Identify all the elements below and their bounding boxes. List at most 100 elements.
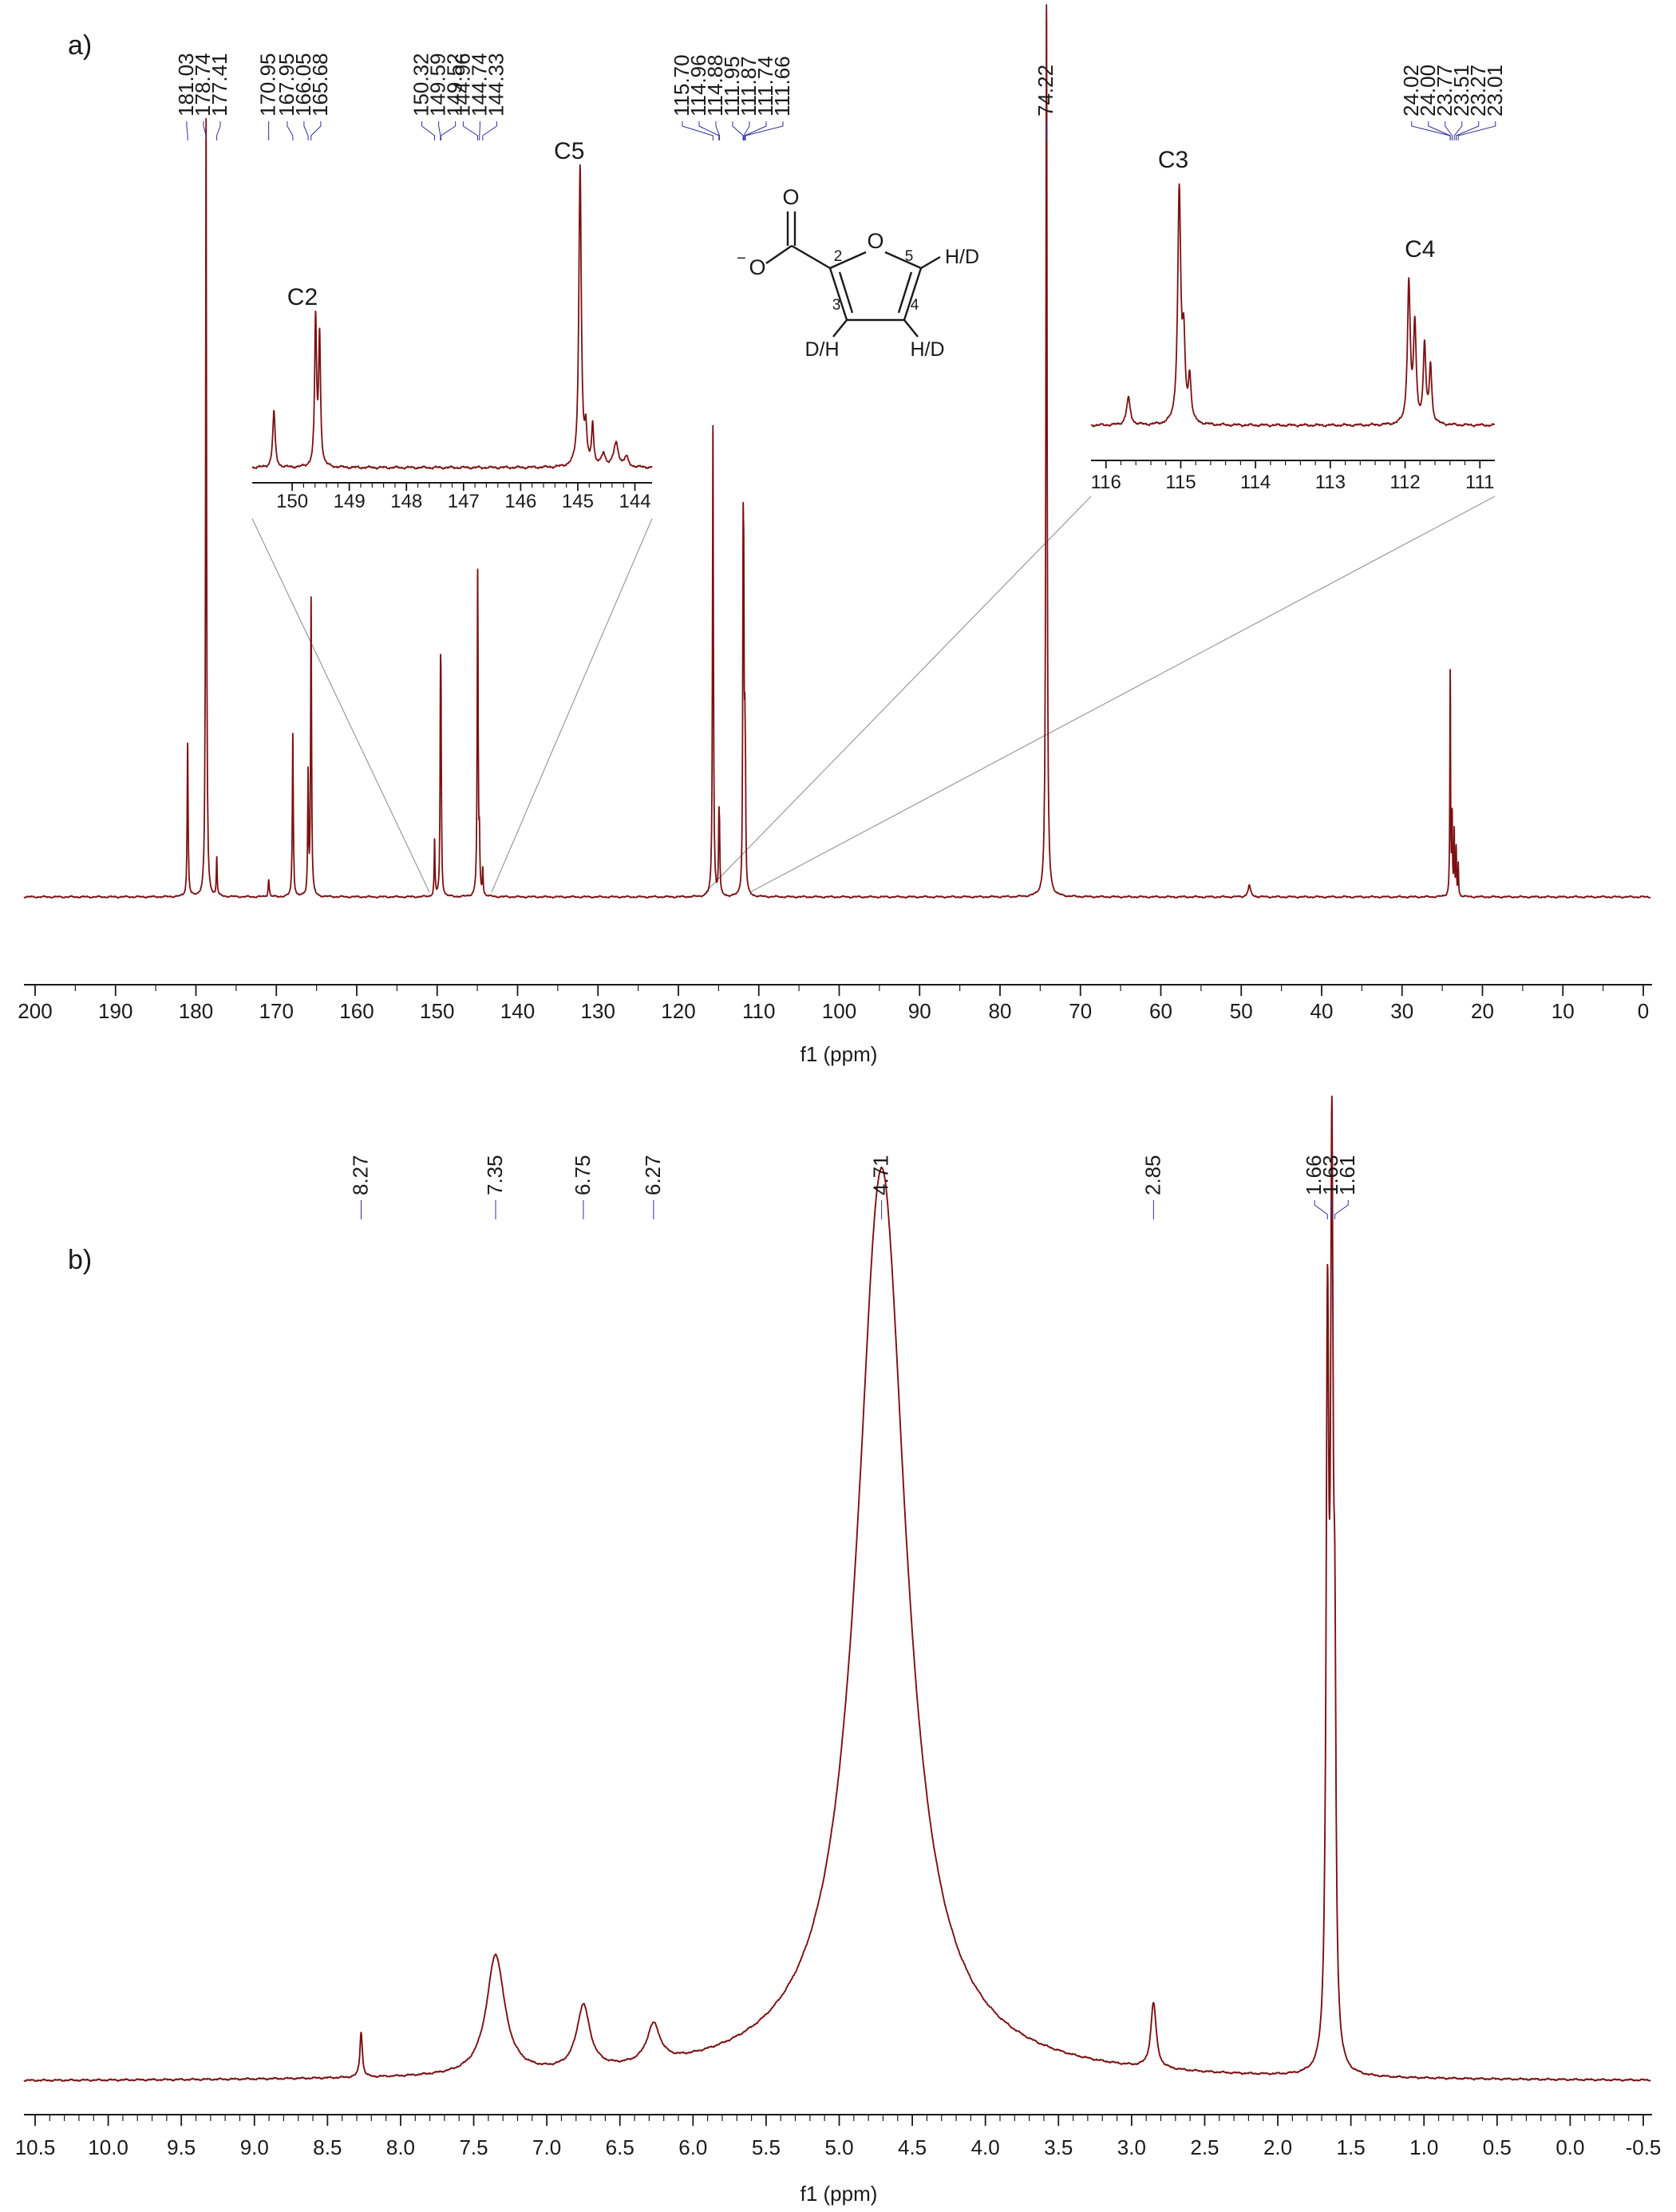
carbon-peak-label-value: 177.41: [208, 53, 231, 117]
carbon-peak-label-leader: [441, 121, 457, 140]
proton-peak-label-value: 7.35: [483, 1155, 507, 1195]
proton-spectrum-panel: 10.5 10.0 9.5 9.0 8.5 8.0 7.5 7.0 6.5 6.0 5.5 5.0 4.…: [15, 1095, 1661, 2159]
carbon-peak-label-value: 23.51: [1449, 65, 1473, 117]
inset-axis-tick-label: 113: [1315, 472, 1346, 493]
carbon-trace: [23, 4, 1651, 899]
bond-carboxylate-o: [765, 245, 793, 264]
position-4-label: 4: [911, 297, 919, 314]
proton-axis-tick-label: 4.0: [971, 2135, 1000, 2159]
inset-axis-tick-label: 146: [504, 491, 536, 512]
inset-connector-line: [749, 496, 1496, 893]
carbon-peak-label-value: 111.66: [770, 56, 794, 117]
carbon-peak-label-value: 181.03: [174, 53, 198, 117]
carbon-peak-label-value: 74.22: [1034, 65, 1057, 117]
carbon-peak-label-value: 167.95: [275, 53, 298, 117]
carbon-assignment-label: C2: [287, 284, 318, 310]
carbon-peak-label-leader: [438, 121, 441, 140]
carbon-peak-label-value: 114.88: [703, 54, 727, 117]
carbon-peak-label-value: 150.32: [409, 53, 433, 117]
proton-axis-tick-label: 1.0: [1409, 2135, 1438, 2159]
carbon-peak-label-leader: [1428, 121, 1451, 140]
proton-peak-label-value: 1.63: [1318, 1155, 1342, 1195]
molecule-structure: O O O − 2 5 3 4 H/D D/H H/D: [737, 185, 979, 361]
proton-peak-label-leader: [1314, 1200, 1328, 1219]
carbon-axis-tick-label: 0: [1638, 999, 1649, 1023]
inset-axis-tick-label: 147: [448, 491, 480, 512]
proton-axis-tick-label: 0.0: [1555, 2135, 1584, 2159]
proton-peak-label-value: 6.75: [571, 1155, 595, 1195]
carbon-peak-label-leader: [1456, 121, 1480, 140]
carbon-assignment-label: C3: [1158, 147, 1188, 173]
carbonyl-oxygen-label: O: [782, 185, 799, 209]
proton-peak-label-value: 1.61: [1335, 1155, 1359, 1195]
carbon-axis-tick-label: 110: [742, 999, 775, 1023]
inset-connector-line: [705, 496, 1092, 893]
proton-axis-tick-label: 6.5: [606, 2135, 634, 2159]
carbon-axis-tick-label: 200: [18, 999, 52, 1023]
carbon-axis-tick-label: 10: [1551, 999, 1575, 1023]
proton-axis-tick-label: 5.0: [824, 2135, 853, 2159]
carbon-peak-label-value: 115.70: [670, 54, 694, 117]
carbon-peak-label-value: 23.01: [1483, 65, 1507, 117]
carbon-peak-label-leader: [745, 121, 784, 140]
proton-axis-tick-label: 7.0: [532, 2135, 561, 2159]
carbon-peak-label-value: 144.33: [484, 53, 508, 117]
bond-o-c2: [829, 251, 867, 270]
carbon-peak-label-value: 23.77: [1433, 65, 1457, 117]
carbon-peak-label-leader: [682, 121, 713, 140]
carbon-peak-label-value: 178.74: [191, 53, 215, 117]
carbon-axis-tick-label: 20: [1471, 999, 1494, 1023]
bond-c4-c5-double: [897, 271, 913, 314]
carbon-peak-label-value: 111.87: [737, 56, 761, 117]
carbon-peak-label-value: 149.59: [426, 53, 450, 117]
inset-trace: [251, 164, 653, 470]
inset-axis-tick-label: 112: [1389, 472, 1420, 493]
bond-c4-h: [903, 319, 919, 338]
carbon-axis-tick-label: 80: [989, 999, 1012, 1023]
proton-axis-tick-label: 7.5: [459, 2135, 488, 2159]
carbon-peak-label-leader: [482, 121, 497, 140]
carbon-peak-label-leader: [715, 121, 721, 140]
proton-axis-tick-label: 10.0: [88, 2135, 128, 2159]
carbon-peak-label-value: 144.74: [467, 53, 491, 117]
position-3-label: 3: [832, 297, 841, 314]
carbon-peak-label-leader: [1453, 121, 1463, 140]
h3-label: D/H: [804, 338, 839, 361]
bond-c2-c3-double: [838, 271, 854, 314]
panel-a-label: a): [68, 30, 92, 61]
carbon-peak-label-leader: [1457, 121, 1496, 140]
inset-trace: [1090, 183, 1495, 428]
proton-axis-tick-label: 3.0: [1117, 2135, 1146, 2159]
carboxylate-oxygen-label: O: [749, 255, 765, 279]
carbon-axis-tick-label: 100: [822, 999, 856, 1023]
bond-c5-h: [920, 255, 941, 270]
carbon-peak-label-leader: [310, 121, 322, 140]
carbon-peak-label-value: 23.27: [1466, 65, 1490, 117]
carbon-peak-label-value: 24.02: [1399, 65, 1423, 117]
inset-axis-tick-label: 148: [390, 491, 422, 512]
proton-axis-tick-label: 3.5: [1044, 2135, 1073, 2159]
carbon-peak-label-leader: [732, 121, 744, 140]
carbon-peak-label-leader: [462, 121, 479, 140]
carbon-peak-label-leader: [744, 121, 767, 140]
proton-peak-label-leader: [1330, 1200, 1333, 1219]
proton-peak-label-value: 2.85: [1140, 1155, 1164, 1195]
position-5-label: 5: [905, 248, 914, 265]
bond-o-c5: [884, 251, 922, 270]
carbon-peak-label-value: 170.95: [256, 53, 280, 117]
proton-axis-tick-label: 6.0: [678, 2135, 707, 2159]
carbon-peak-label-leader: [303, 121, 309, 140]
carbon-peak-label-value: 149.52: [443, 53, 467, 117]
carbon-assignment-label: C4: [1405, 236, 1435, 263]
panel-a-xaxis-title: f1 (ppm): [800, 1042, 878, 1066]
carbon-axis-tick-label: 140: [500, 999, 535, 1023]
carbon-peak-label-value: 166.05: [291, 53, 315, 117]
ring-oxygen-label: O: [867, 229, 883, 253]
panel-b-xaxis-title: f1 (ppm): [800, 2182, 878, 2206]
proton-peak-label-leader: [1334, 1200, 1349, 1219]
carbon-peak-label-leader: [203, 121, 207, 140]
carbon-peak-label-value: 165.68: [308, 53, 332, 117]
carbon-axis-tick-label: 130: [581, 999, 615, 1023]
bond-c3-h: [832, 319, 848, 338]
